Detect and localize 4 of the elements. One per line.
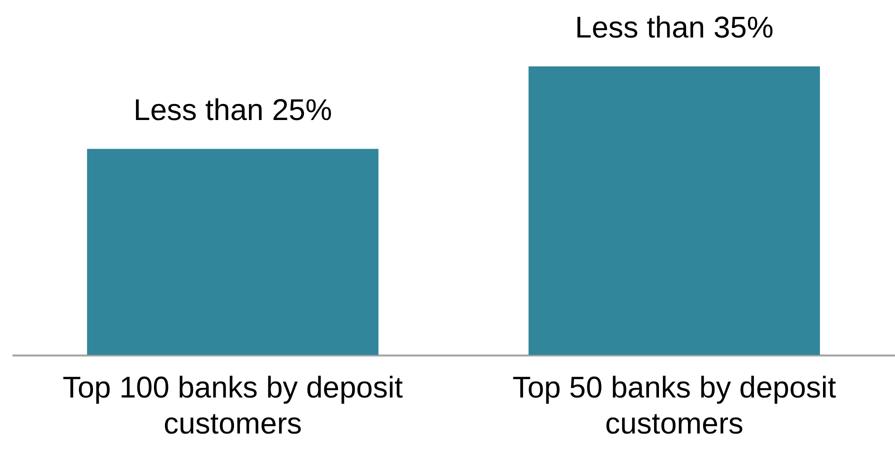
x-tick-label: Top 50 banks by deposit customers [512,372,837,440]
data-label: Less than 35% [575,11,774,44]
data-label: Less than 25% [134,94,332,127]
x-tick-label: Top 100 banks by deposit customers [62,372,404,440]
